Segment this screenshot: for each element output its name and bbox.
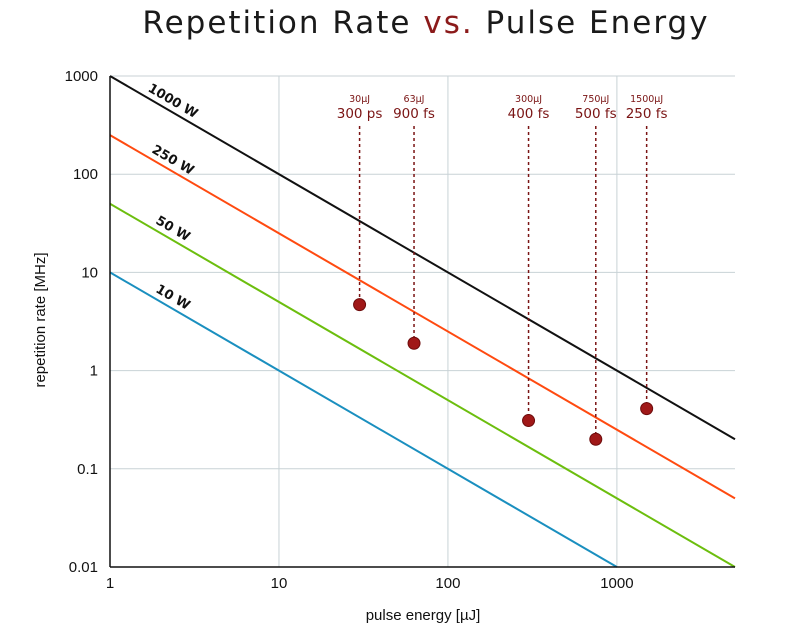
data-point: [589, 432, 603, 446]
y-tick-label: 0.01: [69, 559, 98, 576]
title-part-accent: vs.: [423, 5, 473, 41]
y-tick-label: 1: [90, 363, 98, 380]
tick-labels: 1 10 100 1000 0.01 0.1 1 10 100 1000: [65, 68, 634, 592]
y-tick-label: 0.1: [77, 461, 98, 478]
point-energy-label: 30µJ: [349, 94, 370, 105]
point-duration-label: 250 fs: [626, 106, 668, 122]
x-tick-label: 100: [435, 575, 460, 592]
point-duration-label: 500 fs: [575, 106, 617, 122]
series-line: [109, 271, 618, 568]
point-duration-label: 300 ps: [337, 106, 383, 122]
data-point: [640, 402, 654, 416]
point-duration-label: 900 fs: [393, 106, 435, 122]
y-axis-label: repetition rate [MHz]: [32, 252, 49, 387]
point-energy-label: 1500µJ: [630, 94, 663, 105]
title-part-end: Pulse Energy: [474, 5, 710, 41]
data-point: [522, 414, 536, 428]
x-tick-label: 1000: [600, 575, 633, 592]
series-line: [109, 134, 736, 500]
point-energy-label: 63µJ: [404, 94, 425, 105]
y-tick-label: 100: [73, 166, 98, 183]
data-point: [353, 298, 367, 312]
title-part-main: Repetition Rate: [142, 5, 423, 41]
x-axis-label: pulse energy [µJ]: [366, 607, 481, 624]
series-label: 250 W: [149, 142, 196, 178]
point-duration-label: 400 fs: [508, 106, 550, 122]
grid: [109, 75, 735, 568]
axes: [109, 76, 735, 568]
y-tick-label: 1000: [65, 68, 98, 85]
svg-text:Repetition Rate vs. Pulse Ener: Repetition Rate vs. Pulse Energy: [142, 5, 709, 41]
chart-title: Repetition Rate vs. Pulse Energy: [142, 5, 709, 41]
series-line: [109, 75, 736, 441]
data-point: [407, 336, 421, 350]
x-tick-label: 1: [106, 575, 114, 592]
point-energy-label: 300µJ: [515, 94, 542, 105]
point-energy-label: 750µJ: [582, 94, 609, 105]
y-tick-label: 10: [81, 264, 98, 281]
x-tick-label: 10: [271, 575, 288, 592]
series-line: [109, 202, 736, 568]
